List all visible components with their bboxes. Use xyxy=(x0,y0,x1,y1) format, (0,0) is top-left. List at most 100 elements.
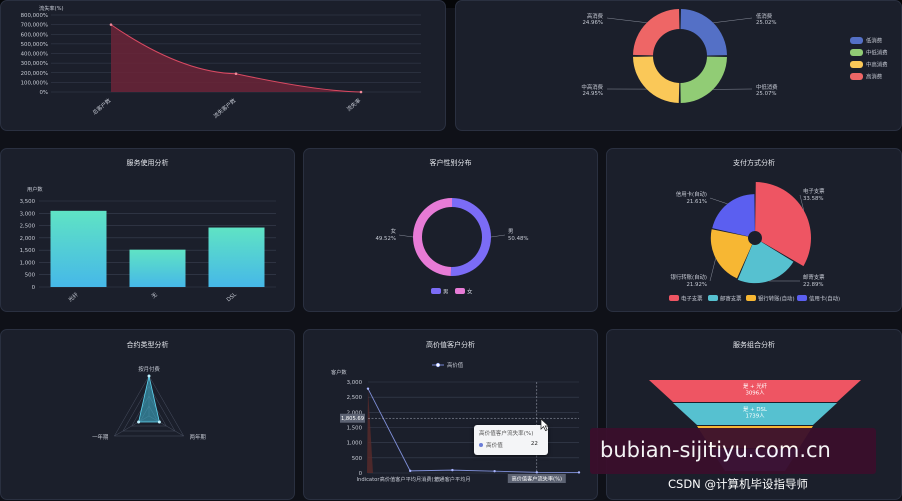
highvalue-point xyxy=(578,471,580,473)
funnel-layer-count: 1739人 xyxy=(745,413,765,420)
payment-legend-label: 电子支票 xyxy=(681,295,703,303)
highvalue-point xyxy=(409,470,411,472)
consumption-label-line xyxy=(607,18,647,23)
payment-legend-swatch xyxy=(708,295,718,301)
watermark-banner: bubian-sijitiyu.com.cn xyxy=(590,428,876,474)
churn-ylabel: 流失率(%) xyxy=(39,4,64,12)
churn-chart-panel: 流失率(%) 800,000%700,000%600,000%500,000%4… xyxy=(0,0,446,131)
gender-female-pct: 49.52% xyxy=(375,236,396,242)
churn-ytick-label: 100,000% xyxy=(21,80,48,86)
consumption-slice xyxy=(633,56,679,102)
highvalue-pointer-xvalue: 高价值客户流失率(%) xyxy=(512,475,562,483)
payment-slice xyxy=(712,194,755,236)
payment-slice-name: 银行转账(自动) xyxy=(670,273,707,281)
service-xtick-label: 无 xyxy=(150,291,159,300)
service-bar xyxy=(51,211,107,287)
churn-point xyxy=(360,91,363,94)
service-xtick-label: DSL xyxy=(226,292,238,303)
highvalue-point xyxy=(451,469,453,471)
consumption-slice-name: 中高消费 xyxy=(581,83,603,91)
radar-point xyxy=(148,375,151,378)
consumption-legend-swatch xyxy=(850,61,863,68)
service-bar xyxy=(209,228,265,287)
radar-point xyxy=(137,421,140,424)
churn-point xyxy=(110,23,113,26)
tooltip-series-dot xyxy=(479,443,483,447)
churn-xtick-label: 流失客户数 xyxy=(211,96,237,120)
highvalue-ytick-label: 2,500 xyxy=(347,395,363,401)
gender-legend-swatch xyxy=(455,288,465,294)
consumption-slice xyxy=(680,57,727,103)
mouse-cursor-icon xyxy=(540,418,550,432)
churn-xtick-label: 流失率 xyxy=(345,96,363,113)
highvalue-line-chart: 客户数 高价值3,0002,5002,0001,5001,00050001,80… xyxy=(304,330,599,501)
payment-legend-label: 邮寄支票 xyxy=(720,295,742,303)
highvalue-point xyxy=(367,387,369,389)
highvalue-ytick-label: 1,500 xyxy=(347,426,363,432)
gender-slice-male xyxy=(451,198,491,276)
gender-donut-chart: 男50.48%女49.52%男女 xyxy=(304,149,599,313)
service-ytick-label: 500 xyxy=(25,273,36,279)
tooltip-series-name: 高价值 xyxy=(486,441,503,449)
churn-point xyxy=(235,72,238,75)
churn-chart: 流失率(%) 800,000%700,000%600,000%500,000%4… xyxy=(1,1,447,132)
gender-legend-swatch xyxy=(431,288,441,294)
consumption-slice xyxy=(633,9,679,55)
payment-slice-pct: 33.58% xyxy=(803,196,824,202)
gender-legend-label: 女 xyxy=(467,288,473,296)
churn-area xyxy=(111,25,361,92)
consumption-slice xyxy=(681,9,727,55)
consumption-legend-label: 高消费 xyxy=(866,73,883,81)
payment-slice-pct: 22.89% xyxy=(803,282,824,288)
gender-label-line xyxy=(491,235,505,237)
consumption-legend-swatch xyxy=(850,73,863,80)
highvalue-ytick-label: 1,000 xyxy=(347,441,363,447)
footer-credit: CSDN @计算机毕设指导师 xyxy=(668,476,808,492)
payment-slice-name: 电子支票 xyxy=(803,187,825,195)
payment-label-line xyxy=(710,258,716,281)
payment-rose-chart: 电子支票33.58%邮寄支票22.89%银行转账(自动)21.92%信用卡(自动… xyxy=(607,149,902,313)
gender-label-line xyxy=(399,235,413,237)
highvalue-legend-marker xyxy=(436,363,440,367)
service-ytick-label: 0 xyxy=(32,285,36,291)
consumption-legend-label: 中低消费 xyxy=(866,49,888,57)
churn-ytick-label: 800,000% xyxy=(21,13,48,19)
funnel-layer-label: 是 + DSL xyxy=(743,406,767,413)
highvalue-point xyxy=(493,470,495,472)
consumption-slice-pct: 25.02% xyxy=(756,20,777,26)
highvalue-xtick-label: 高价值客户平均月消费(元) xyxy=(380,475,441,483)
churn-ytick-label: 500,000% xyxy=(21,42,48,48)
payment-legend-label: 银行转账(自动) xyxy=(758,295,795,303)
consumption-legend-swatch xyxy=(850,49,863,56)
consumption-label-line xyxy=(713,18,752,23)
churn-ytick-label: 300,000% xyxy=(21,61,48,67)
radar-axis-label: 一年期 xyxy=(92,433,108,441)
service-ytick-label: 2,500 xyxy=(20,224,36,230)
consumption-slice-name: 高消费 xyxy=(587,12,604,20)
contract-chart-panel: 合约类型分析 按月付费两年期一年期 xyxy=(0,329,295,500)
churn-ytick-label: 200,000% xyxy=(21,71,48,77)
consumption-slice-pct: 24.95% xyxy=(582,91,603,97)
highvalue-ytick-label: 3,000 xyxy=(347,380,363,386)
consumption-legend-label: 低消费 xyxy=(866,37,883,45)
radar-axis-label: 按月付费 xyxy=(138,365,160,373)
churn-ytick-label: 400,000% xyxy=(21,52,48,58)
watermark-text: bubian-sijitiyu.com.cn xyxy=(600,438,831,462)
payment-legend-label: 信用卡(自动) xyxy=(809,295,840,303)
radar-point xyxy=(158,421,161,424)
service-xtick-label: 光纤 xyxy=(66,290,80,303)
service-bar-chart: 用户数 3,5003,0002,5002,0001,5001,0005000光纤… xyxy=(1,149,296,313)
payment-slice-name: 信用卡(自动) xyxy=(676,190,707,198)
churn-ytick-label: 0% xyxy=(39,90,48,96)
tooltip-title: 高价值客户流失率(%) xyxy=(479,429,533,437)
highvalue-ylabel: 客户数 xyxy=(331,368,347,376)
highvalue-ytick-label: 500 xyxy=(352,456,363,462)
gender-male-pct: 50.48% xyxy=(508,236,529,242)
consumption-legend-swatch xyxy=(850,37,863,44)
tooltip-value: 22 xyxy=(531,441,538,447)
gender-slice-female xyxy=(413,198,452,276)
